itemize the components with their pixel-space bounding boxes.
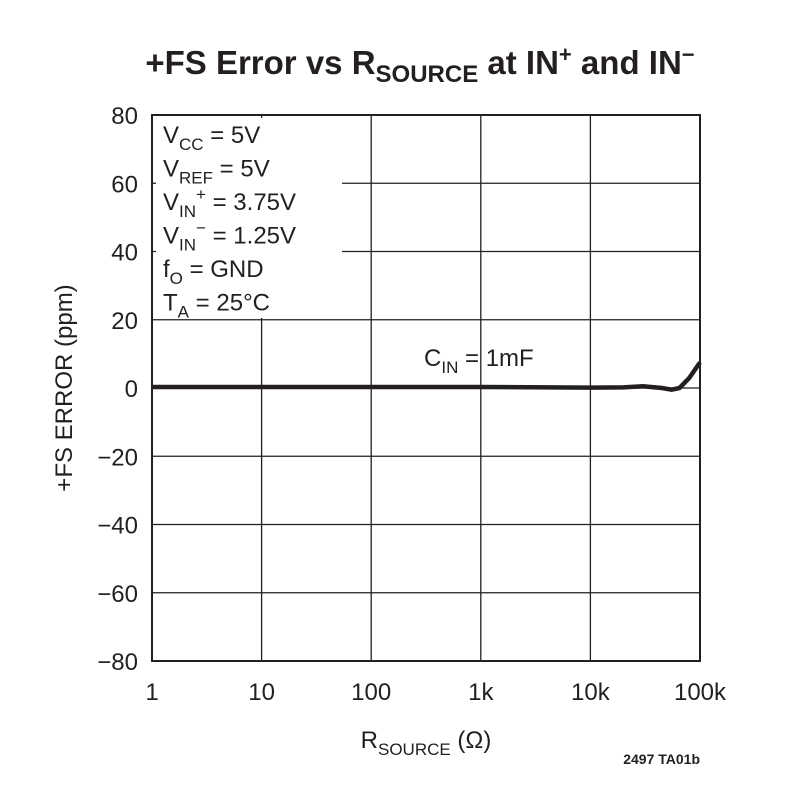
condition-part: = 5V: [204, 122, 261, 149]
y-tick-label: 60: [111, 171, 138, 198]
condition-part: IN: [179, 202, 196, 221]
chart-title: +FS Error vs RSOURCE at IN+ and IN−: [145, 42, 694, 88]
x-tick-label: 1k: [468, 679, 494, 706]
condition-part: CC: [179, 135, 204, 154]
y-tick-label: −40: [97, 513, 138, 540]
condition-part: V: [163, 223, 179, 250]
condition-part: O: [170, 269, 183, 288]
condition-part: A: [178, 303, 190, 322]
condition-part: = 25°C: [189, 290, 270, 317]
condition-part: −: [196, 219, 206, 238]
y-tick-label: −80: [97, 649, 138, 676]
y-tick-label: −60: [97, 581, 138, 608]
x-tick-label: 10: [248, 679, 275, 706]
condition-part: = 5V: [213, 156, 270, 183]
condition-part: f: [163, 256, 170, 283]
condition-part: +: [196, 185, 206, 204]
y-axis-label: +FS ERROR (ppm): [51, 284, 78, 491]
condition-part: = 3.75V: [206, 189, 296, 216]
x-tick-label: 100: [351, 679, 391, 706]
condition: fO = GND: [163, 256, 264, 288]
y-tick-label: 0: [125, 376, 138, 403]
x-tick-label: 10k: [571, 679, 611, 706]
series-line: [152, 361, 702, 392]
condition: VREF = 5V: [163, 156, 270, 188]
condition-part: V: [163, 156, 179, 183]
x-axis-label: RSOURCE (Ω): [361, 727, 492, 759]
condition: VIN− = 1.25V: [163, 219, 296, 255]
series-label: CIN = 1mF: [424, 345, 534, 377]
y-tick-label: −20: [97, 444, 138, 471]
condition-part: IN: [179, 236, 196, 255]
x-tick-label: 100k: [674, 679, 727, 706]
condition-part: V: [163, 189, 179, 216]
footer: 2497 TA01b: [623, 751, 700, 767]
y-tick-label: 20: [111, 308, 138, 335]
condition-part: = GND: [183, 256, 264, 283]
condition-part: V: [163, 122, 179, 149]
condition-part: = 1.25V: [206, 223, 296, 250]
conditions-box: [156, 118, 342, 318]
y-tick-label: 80: [111, 103, 138, 130]
condition: VIN+ = 3.75V: [163, 185, 296, 221]
condition-part: T: [163, 290, 178, 317]
condition-part: REF: [179, 169, 213, 188]
y-tick-label: 40: [111, 240, 138, 267]
condition: TA = 25°C: [163, 290, 270, 322]
condition: VCC = 5V: [163, 122, 260, 154]
x-tick-label: 1: [145, 679, 158, 706]
